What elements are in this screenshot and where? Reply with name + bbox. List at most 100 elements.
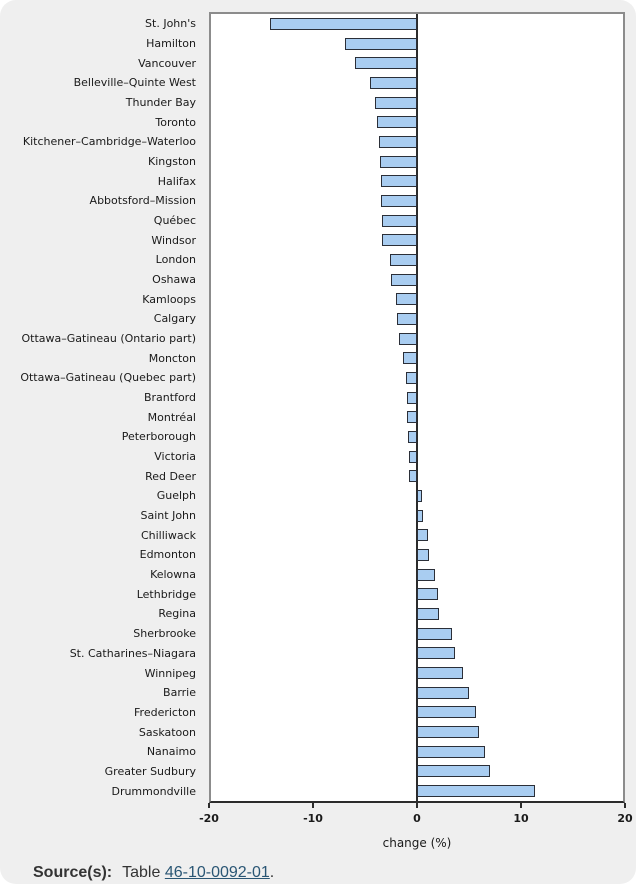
category-label-sherbrooke: Sherbrooke [133, 627, 196, 641]
bar-london [390, 253, 417, 266]
bar-guelph [417, 490, 423, 503]
zero-baseline [416, 14, 418, 801]
bar-peterborough [407, 431, 417, 443]
category-label-red-deer: Red Deer [145, 469, 196, 483]
category-label-moncton: Moncton [148, 351, 196, 365]
bar-saskatoon [417, 726, 479, 739]
bar-winnipeg [417, 667, 464, 680]
bar-chilliwack [417, 529, 429, 542]
bar-regina [417, 608, 439, 621]
category-label-st-catharines-niagara: St. Catharines–Niagara [69, 646, 196, 660]
category-label-guelph: Guelph [156, 489, 196, 503]
category-label-saint-john: Saint John [140, 509, 196, 523]
source-table-word: Table [122, 864, 161, 881]
bar-barrie [417, 686, 469, 699]
bar-victoria [408, 450, 417, 463]
x-tick-mark--20 [208, 803, 210, 808]
x-tick-label--10: -10 [303, 812, 323, 825]
bar-saint-john [417, 509, 424, 522]
bar-kingston [379, 155, 417, 168]
category-label-oshawa: Oshawa [152, 273, 196, 287]
bar-kitchener-cambridge-waterloo [378, 135, 417, 148]
category-label-saskatoon: Saskatoon [138, 725, 196, 739]
x-tick-label--20: -20 [199, 812, 219, 825]
category-label-drummondville: Drummondville [111, 784, 196, 798]
category-label-kamloops: Kamloops [142, 292, 196, 306]
source-label: Source(s): [33, 864, 113, 881]
bar-vancouver [355, 57, 417, 70]
x-tick-mark-0 [416, 803, 418, 808]
bar-toronto [376, 116, 417, 129]
category-label-kingston: Kingston [148, 155, 196, 169]
category-label-abbotsford-mission: Abbotsford–Mission [89, 194, 196, 208]
category-label-nanaimo: Nanaimo [146, 745, 196, 759]
x-tick-mark-20 [624, 803, 626, 808]
category-label-lethbridge: Lethbridge [136, 587, 196, 601]
x-tick-mark--10 [312, 803, 314, 808]
bar-hamilton [344, 37, 417, 50]
category-label-calgary: Calgary [153, 312, 196, 326]
x-axis-title: change (%) [382, 836, 452, 850]
category-label-london: London [155, 253, 196, 267]
bar-st-john-s [269, 17, 417, 30]
category-label-edmonton: Edmonton [139, 548, 196, 562]
bar-thunder-bay [374, 96, 417, 109]
bar-qu-bec [381, 214, 417, 227]
bar-calgary [397, 312, 417, 325]
category-label-kelowna: Kelowna [150, 568, 196, 582]
category-label-hamilton: Hamilton [146, 37, 196, 50]
x-tick-label-0: 0 [413, 812, 421, 825]
plot-area [209, 12, 625, 803]
bar-moncton [402, 352, 417, 365]
bar-kamloops [396, 293, 417, 306]
category-label-qu-bec: Québec [153, 214, 196, 228]
category-label-regina: Regina [158, 607, 196, 621]
bar-ottawa-gatineau-quebec-part [405, 371, 417, 384]
bar-st-catharines-niagara [417, 647, 456, 660]
category-label-peterborough: Peterborough [121, 430, 196, 444]
source-table-link[interactable]: 46-10-0092-01 [164, 864, 270, 881]
plot-inner [211, 14, 623, 801]
category-label-ottawa-gatineau-quebec-part: Ottawa–Gatineau (Quebec part) [20, 371, 196, 385]
bar-drummondville [417, 785, 536, 798]
category-label-barrie: Barrie [163, 686, 196, 700]
category-label-montr-al: Montréal [147, 410, 196, 424]
bar-lethbridge [417, 588, 438, 601]
category-label-greater-sudbury: Greater Sudbury [104, 764, 196, 778]
source-note: Source(s): Table 46-10-0092-01. [33, 864, 274, 882]
bar-sherbrooke [417, 627, 453, 640]
bar-greater-sudbury [417, 765, 491, 778]
category-label-windsor: Windsor [151, 233, 196, 247]
category-label-brantford: Brantford [143, 391, 196, 405]
category-label-thunder-bay: Thunder Bay [125, 96, 196, 110]
bar-windsor [381, 234, 417, 247]
x-tick-label-10: 10 [513, 812, 529, 825]
category-label-kitchener-cambridge-waterloo: Kitchener–Cambridge–Waterloo [22, 135, 196, 149]
category-label-toronto: Toronto [155, 115, 196, 129]
category-label-ottawa-gatineau-ontario-part: Ottawa–Gatineau (Ontario part) [21, 332, 196, 346]
bar-ottawa-gatineau-ontario-part [399, 332, 417, 345]
bar-kelowna [417, 568, 435, 581]
bar-oshawa [391, 273, 417, 286]
category-label-winnipeg: Winnipeg [144, 666, 196, 680]
bar-belleville-quinte-west [369, 76, 417, 89]
bar-halifax [380, 175, 417, 188]
source-period: . [269, 864, 275, 881]
bar-nanaimo [417, 745, 485, 758]
category-label-vancouver: Vancouver [138, 56, 196, 70]
bar-montr-al [406, 411, 417, 424]
bar-edmonton [417, 549, 430, 562]
bar-abbotsford-mission [380, 194, 417, 207]
bar-brantford [406, 391, 417, 404]
category-axis-labels: St. John's Hamilton Vancouver Belleville–Qu… [0, 14, 202, 801]
x-tick-label-20: 20 [617, 812, 633, 825]
category-label-belleville-quinte-west: Belleville–Quinte West [73, 76, 196, 90]
bar-red-deer [408, 470, 417, 483]
x-tick-mark-10 [520, 803, 522, 808]
category-label-chilliwack: Chilliwack [140, 528, 196, 542]
category-label-st-john-s: St. John's [145, 17, 196, 31]
bar-fredericton [417, 706, 476, 719]
category-label-fredericton: Fredericton [134, 705, 196, 719]
category-label-halifax: Halifax [157, 174, 196, 188]
